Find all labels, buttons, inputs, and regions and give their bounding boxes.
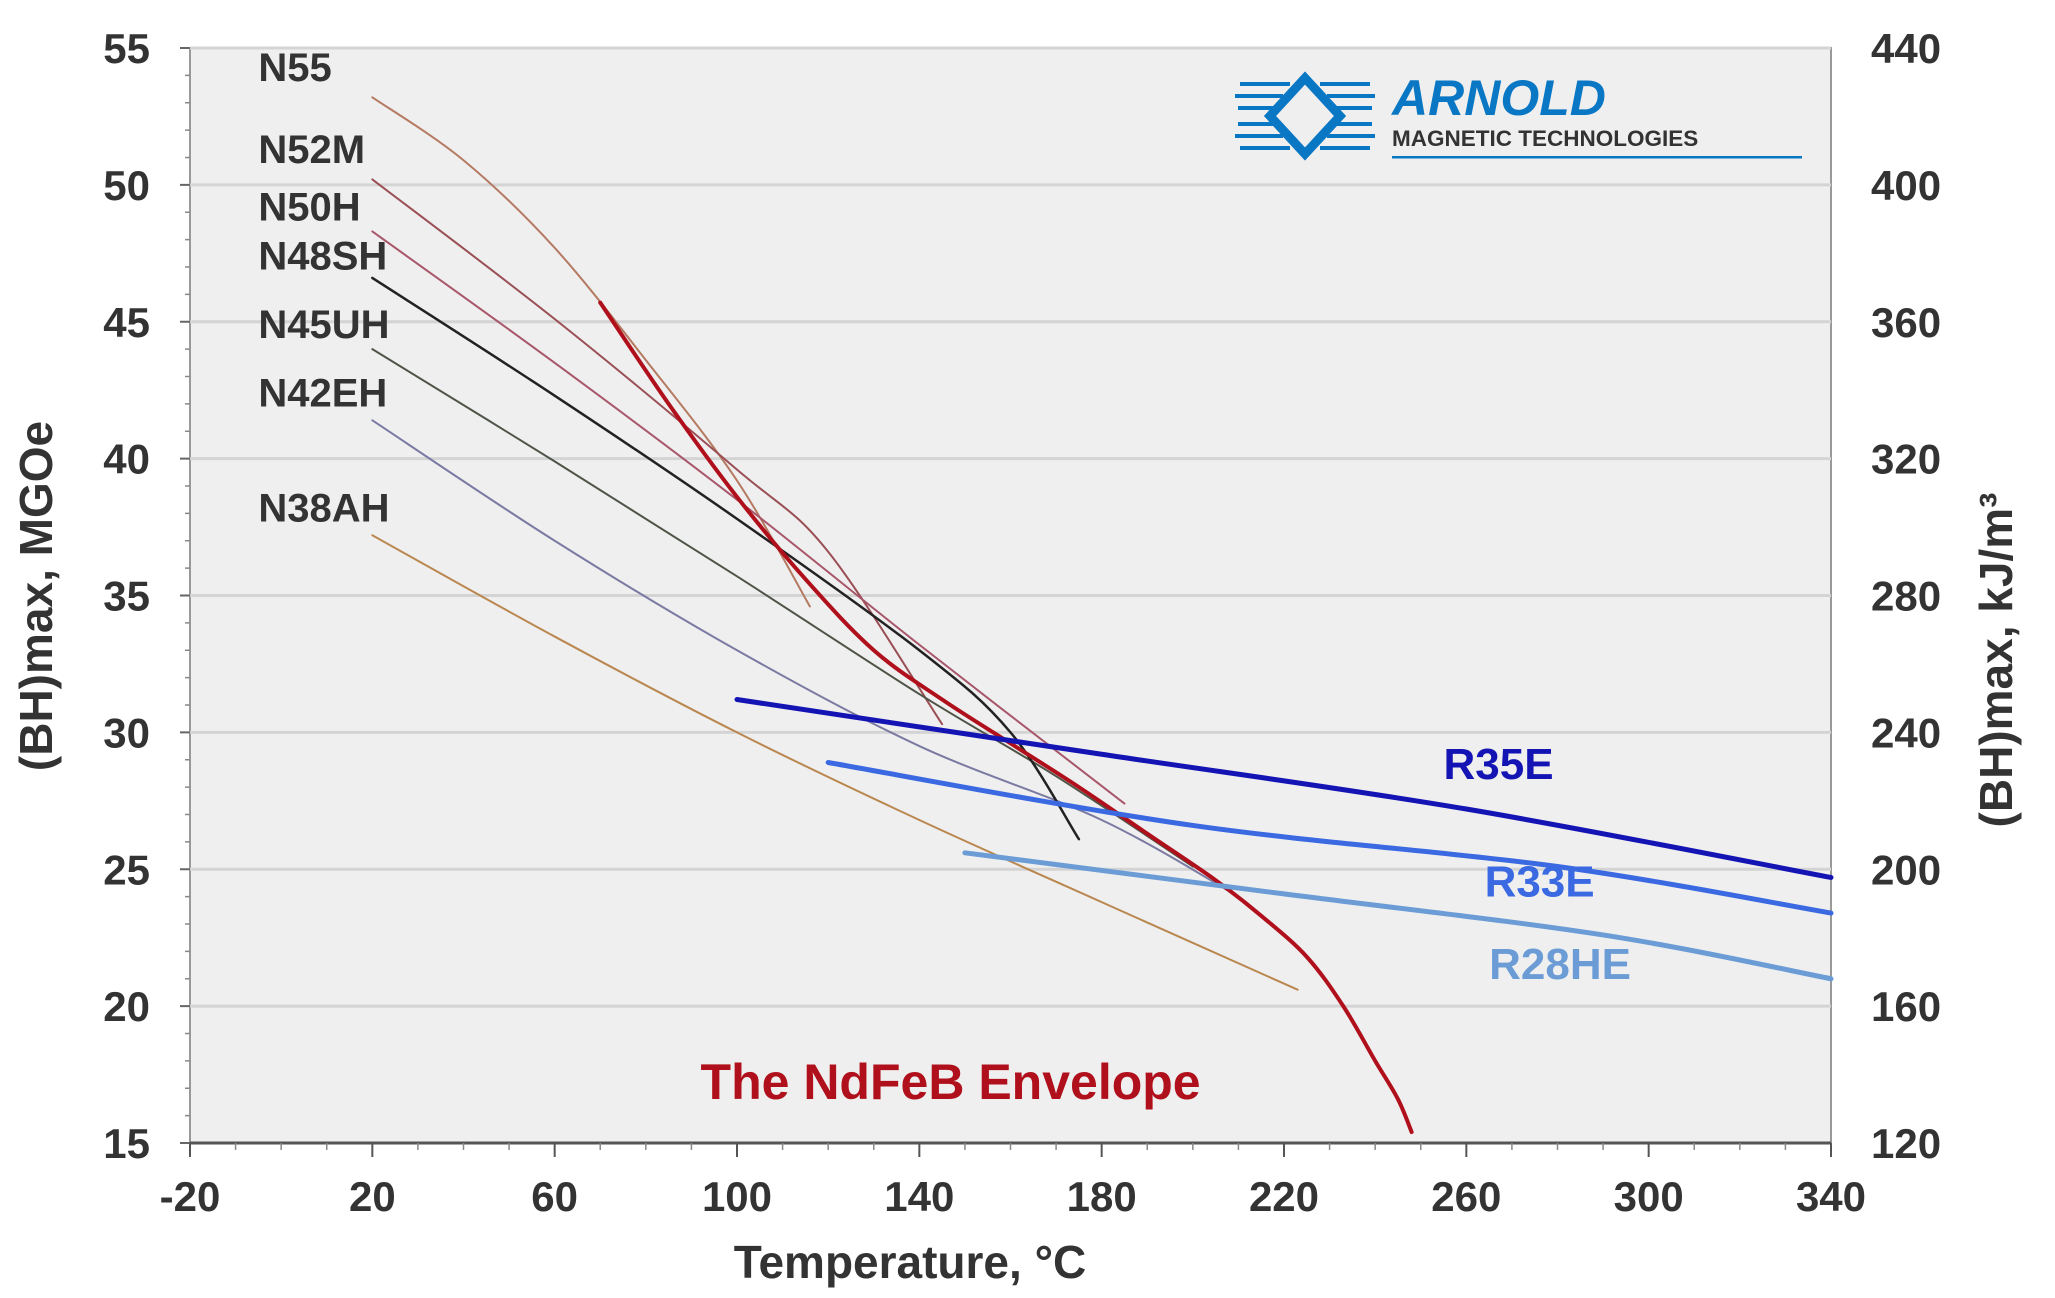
x-tick-label: -20 — [160, 1173, 221, 1220]
y-tick-label: 15 — [103, 1120, 150, 1167]
series-label: N55 — [258, 46, 331, 90]
y-tick-label-right: 200 — [1871, 846, 1941, 893]
series-label: R33E — [1485, 858, 1595, 907]
series-label: N45UH — [258, 303, 389, 347]
y-tick-label: 45 — [103, 299, 150, 346]
y-tick-label: 25 — [103, 846, 150, 893]
series-line-r28he — [962, 850, 1834, 982]
series-line-r33e — [825, 759, 1834, 916]
x-tick-label: 180 — [1067, 1173, 1137, 1220]
y-tick-label-right: 240 — [1871, 709, 1941, 756]
series-line-n48sh — [371, 276, 1081, 841]
y-tick-label-right: 320 — [1871, 436, 1941, 483]
x-tick-label: 140 — [884, 1173, 954, 1220]
x-tick-label: 340 — [1796, 1173, 1866, 1220]
x-tick-label: 20 — [349, 1173, 396, 1220]
series-label: N52M — [258, 128, 365, 172]
series-group — [371, 96, 1834, 1135]
y-tick-label: 30 — [103, 709, 150, 756]
y-tick-label: 20 — [103, 983, 150, 1030]
y-tick-label-right: 440 — [1871, 25, 1941, 72]
y-tick-label-right: 280 — [1871, 573, 1941, 620]
series-label: N38AH — [258, 487, 389, 531]
y-tick-label-right: 360 — [1871, 299, 1941, 346]
series-line-n52m — [371, 178, 944, 726]
series-label: R35E — [1444, 740, 1554, 789]
x-tick-label: 60 — [531, 1173, 578, 1220]
y-axis-label-left: (BH)max, MGOe — [10, 421, 62, 771]
y-tick-label-right: 160 — [1871, 983, 1941, 1030]
series-label: R28HE — [1489, 940, 1631, 989]
y-axis-label-right: (BH)max, kJ/m³ — [1970, 493, 2022, 828]
arnold-logo: ARNOLD MAGNETIC TECHNOLOGIES — [1235, 70, 1802, 161]
axes: 15 120 20 160 25 200 30 240 35 280 40 320 45 360 50 400… — [103, 25, 1941, 1220]
series-line-r35e — [734, 697, 1834, 880]
y-tick-label: 35 — [103, 573, 150, 620]
y-tick-label-right: 120 — [1871, 1120, 1941, 1167]
y-tick-label: 50 — [103, 162, 150, 209]
series-line-n42eh — [371, 419, 1240, 898]
x-tick-label: 300 — [1614, 1173, 1684, 1220]
arnold-diamond-icon — [1235, 71, 1375, 161]
y-tick-label-right: 400 — [1871, 162, 1941, 209]
series-line-n45uh — [371, 348, 1194, 868]
x-axis-label: Temperature, °C — [734, 1236, 1086, 1288]
logo-brand: ARNOLD — [1390, 70, 1606, 126]
series-labels: N55 N52M N50H N48SH N45UH N42EH N38AH The NdFeB… — [258, 46, 1631, 1110]
series-label: N42EH — [258, 372, 387, 416]
series-line-the-ndfeb-envelope — [598, 300, 1414, 1135]
x-tick-label: 260 — [1431, 1173, 1501, 1220]
x-tick-label: 100 — [702, 1173, 772, 1220]
x-tick-label: 220 — [1249, 1173, 1319, 1220]
grid-lines — [190, 46, 1831, 1008]
series-label: N48SH — [258, 235, 387, 279]
logo-tagline: MAGNETIC TECHNOLOGIES — [1392, 126, 1698, 151]
series-line-n38ah — [371, 534, 1299, 991]
series-label: The NdFeB Envelope — [701, 1054, 1201, 1110]
y-tick-label: 40 — [103, 436, 150, 483]
series-label: N50H — [258, 185, 360, 229]
y-tick-label: 55 — [103, 25, 150, 72]
